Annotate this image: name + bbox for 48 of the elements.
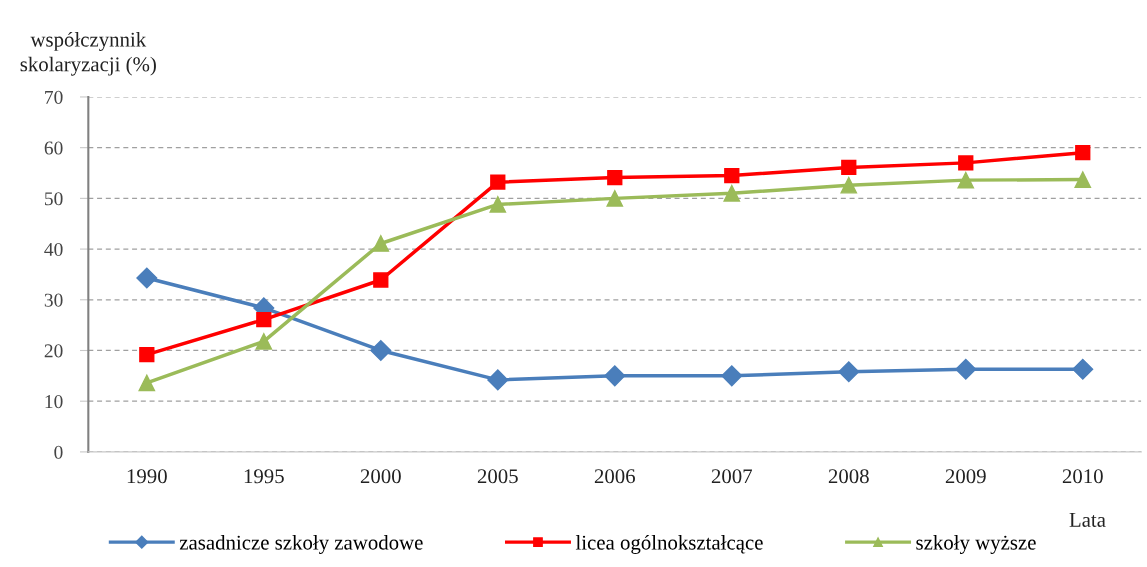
x-tick-label: 2008 [828,469,869,484]
point [1075,145,1091,161]
point [136,267,158,289]
x-tick-label: 1995 [244,469,284,484]
x-tick-label: 2006 [594,469,635,484]
point [841,159,857,176]
legend-label: szkoły wyższe [916,534,1036,554]
y-axis-title: współczynnik skolaryzacji (%) [20,31,156,76]
point [373,272,389,288]
x-tick-label: 2005 [477,469,518,484]
point [1074,171,1092,188]
point [955,358,977,380]
y-tick-label: 20 [44,344,63,358]
x-tick-label: 2000 [360,469,401,484]
y-tick-label: 0 [54,445,63,459]
point [838,361,860,383]
x-tick-label: 2007 [711,469,753,484]
legend-label: zasadnicze szkoły zawodowe [179,534,423,554]
point [724,167,740,184]
x-tick-label: 2010 [1062,469,1103,484]
point [139,346,155,363]
y-tick-label: 70 [45,90,63,104]
point [255,333,273,350]
y-tick-label: 50 [45,192,63,206]
point [256,311,272,328]
x-axis-title: Lata [1069,513,1106,527]
point [840,176,858,194]
point [958,155,974,171]
point [721,365,743,387]
point [370,339,392,362]
y-tick-label: 40 [44,242,63,257]
point [489,196,507,213]
point [957,171,975,189]
point [723,184,741,202]
point [372,235,390,252]
point [606,190,624,207]
legend-label: licea ogólnokształcące [575,534,763,554]
point [604,365,626,387]
point [138,374,156,392]
x-tick-label: 2009 [945,469,986,484]
point [487,369,509,391]
y-tick-label: 30 [44,293,63,307]
x-tick-label: 1990 [127,469,167,484]
point [607,169,623,186]
point [1072,358,1094,380]
y-tick-label: 10 [45,395,63,409]
point [490,174,506,190]
y-tick-label: 60 [44,141,63,155]
